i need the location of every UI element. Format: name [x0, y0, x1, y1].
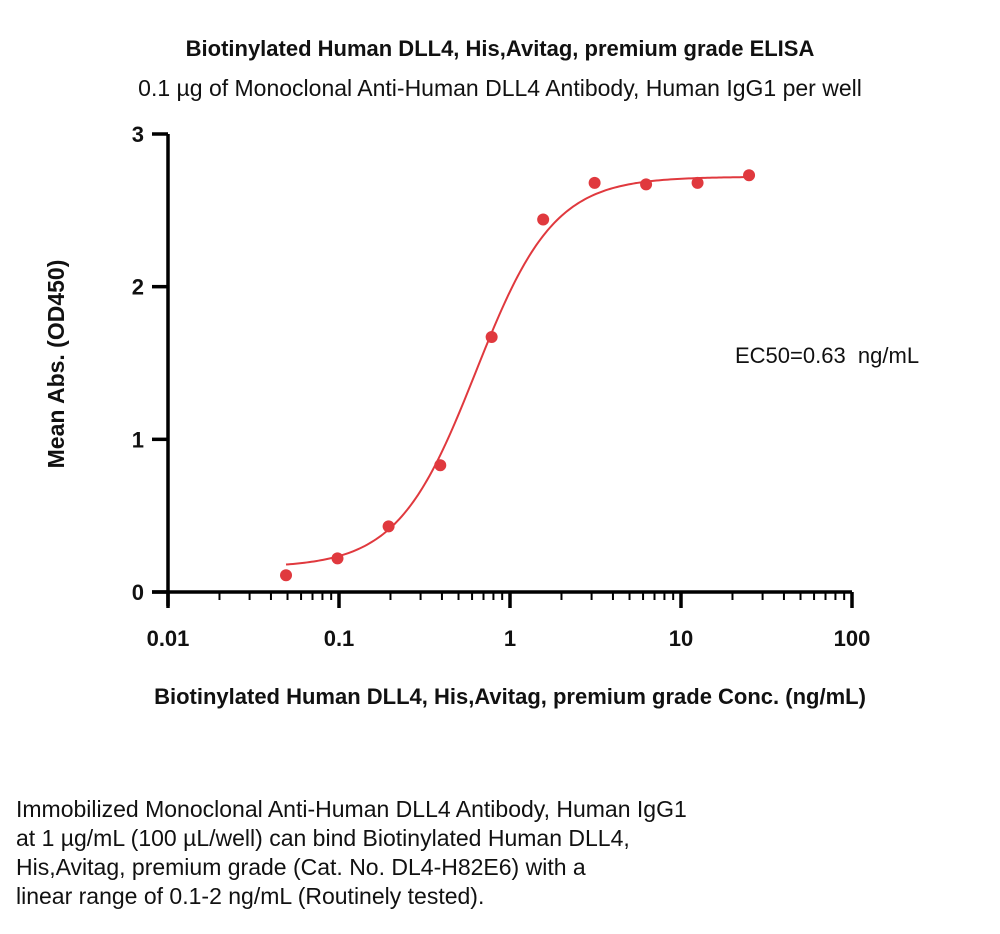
x-tick-label: 1 — [504, 626, 516, 651]
data-point — [331, 552, 344, 565]
data-point — [382, 520, 395, 533]
fit-curve-layer — [285, 176, 750, 566]
data-point — [691, 176, 704, 189]
fit-curve — [285, 176, 750, 566]
x-axis-label: Biotinylated Human DLL4, His,Avitag, pre… — [154, 684, 866, 709]
x-tick-label: 0.1 — [324, 626, 355, 651]
caption-line: at 1 µg/mL (100 µL/well) can bind Biotin… — [16, 825, 630, 851]
y-tick-label: 2 — [132, 275, 144, 300]
ec50-annotation: EC50=0.63 ng/mL — [735, 343, 919, 368]
x-tick-label: 10 — [669, 626, 693, 651]
data-point — [588, 176, 601, 189]
y-axis-label: Mean Abs. (OD450) — [43, 260, 69, 469]
x-tick-label: 0.01 — [147, 626, 190, 651]
caption-line: linear range of 0.1-2 ng/mL (Routinely t… — [16, 883, 485, 909]
data-point — [640, 178, 653, 191]
data-point — [280, 569, 293, 582]
y-tick-label: 1 — [132, 427, 144, 452]
caption-line: Immobilized Monoclonal Anti-Human DLL4 A… — [16, 796, 687, 822]
data-points — [280, 169, 756, 582]
y-tick-label: 3 — [132, 122, 144, 147]
axes: 0 1 2 3 0.01 0.1 1 10 100 — [132, 122, 871, 651]
caption-line: His,Avitag, premium grade (Cat. No. DL4-… — [16, 854, 586, 880]
chart-title: Biotinylated Human DLL4, His,Avitag, pre… — [185, 36, 815, 61]
x-tick-label: 100 — [834, 626, 871, 651]
y-tick-label: 0 — [132, 580, 144, 605]
data-point — [485, 331, 498, 344]
chart-subtitle: 0.1 µg of Monoclonal Anti-Human DLL4 Ant… — [138, 75, 862, 101]
elisa-chart: 0 1 2 3 0.01 0.1 1 10 100 Mean Abs. (OD450) Biot… — [43, 122, 919, 709]
data-point — [434, 459, 447, 472]
caption: Immobilized Monoclonal Anti-Human DLL4 A… — [16, 795, 916, 911]
data-point — [743, 169, 756, 182]
data-point — [537, 213, 550, 226]
